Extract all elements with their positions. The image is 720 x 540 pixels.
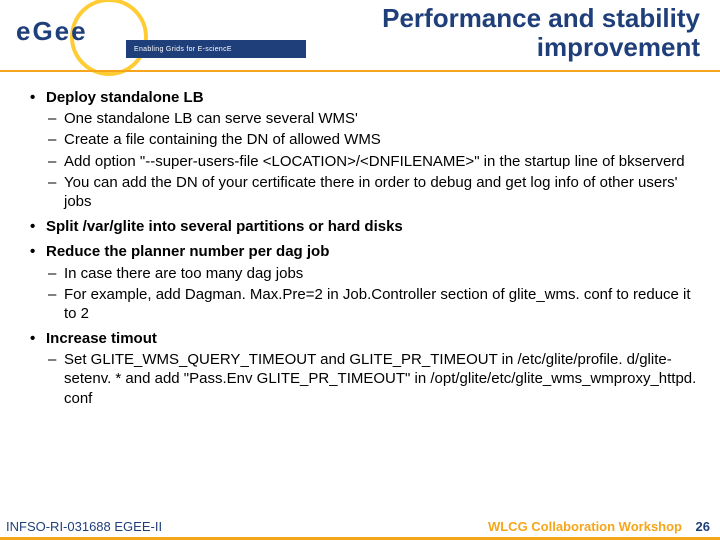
logo-text: eGee [16,16,88,47]
bullet-level-2: Add option "--super-users-file <LOCATION… [30,152,700,171]
bullet-level-1: Deploy standalone LB [30,88,700,107]
header-divider [0,70,720,72]
title-line-1: Performance and stability [382,3,700,33]
slide: eGee Enabling Grids for E-sciencE Perfor… [0,0,720,540]
footer-left-text: INFSO-RI-031688 EGEE-II [6,519,162,534]
bullet-level-2: You can add the DN of your certificate t… [30,173,700,211]
bullet-level-1: Reduce the planner number per dag job [30,242,700,261]
bullet-level-2: For example, add Dagman. Max.Pre=2 in Jo… [30,285,700,323]
bullet-level-2: One standalone LB can serve several WMS' [30,109,700,128]
slide-title: Performance and stability improvement [320,4,700,61]
logo-tagline: Enabling Grids for E-sciencE [126,40,306,58]
slide-header: eGee Enabling Grids for E-sciencE Perfor… [0,0,720,70]
bullet-level-2: Create a file containing the DN of allow… [30,130,700,149]
bullet-level-1: Increase timout [30,329,700,348]
bullet-level-2: In case there are too many dag jobs [30,264,700,283]
slide-footer: INFSO-RI-031688 EGEE-II WLCG Collaborati… [0,514,720,540]
bullet-level-2: Set GLITE_WMS_QUERY_TIMEOUT and GLITE_PR… [30,350,700,408]
bullet-list: Deploy standalone LB One standalone LB ca… [30,88,700,408]
slide-body: Deploy standalone LB One standalone LB ca… [30,82,700,408]
footer-right-text: WLCG Collaboration Workshop [488,519,682,534]
footer-page-number: 26 [696,519,710,534]
bullet-level-1: Split /var/glite into several partitions… [30,217,700,236]
title-line-2: improvement [537,32,700,62]
